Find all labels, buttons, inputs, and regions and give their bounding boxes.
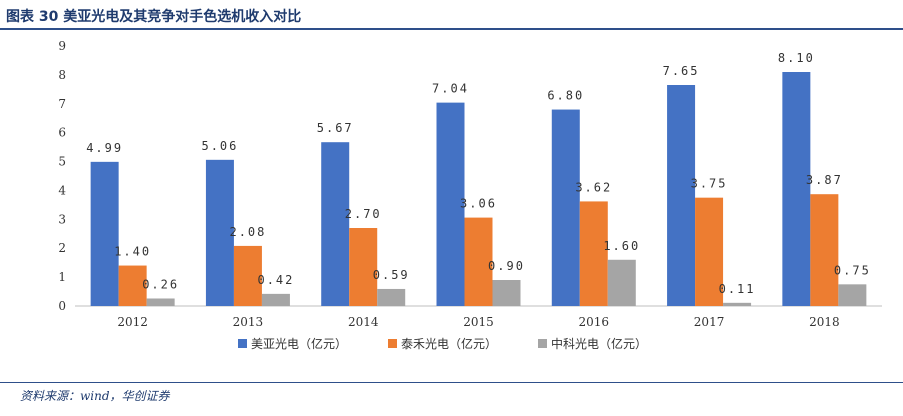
- x-tick-label: 2016: [579, 315, 610, 329]
- data-label: 7.04: [432, 82, 469, 96]
- bar: [579, 201, 608, 306]
- data-label: 0.11: [719, 282, 756, 296]
- source-note: 资料来源：wind，华创证券: [20, 389, 170, 403]
- data-label: 1.60: [603, 239, 640, 253]
- data-label: 6.80: [547, 89, 584, 103]
- bar: [782, 72, 811, 306]
- data-label-group: 4.99 1.40 0.26 5.06 2.08 0.42 5.67 2.70 0.59 7.04…: [86, 51, 871, 296]
- bar: [810, 194, 839, 306]
- data-label: 5.06: [201, 139, 238, 153]
- bar: [118, 265, 147, 306]
- data-label: 3.06: [460, 197, 497, 211]
- bar: [551, 109, 580, 306]
- x-tick-label: 2012: [117, 315, 148, 329]
- y-tick-label: 3: [58, 212, 66, 226]
- x-axis: 2012 2013 2014 2015 2016 2017 2018: [117, 315, 839, 329]
- x-tick-label: 2014: [348, 315, 379, 329]
- bar: [205, 159, 234, 306]
- footer-divider: [0, 382, 903, 383]
- data-label: 2.70: [345, 207, 382, 221]
- bar: [377, 288, 406, 306]
- bar: [723, 302, 752, 306]
- y-tick-label: 0: [58, 299, 66, 313]
- y-tick-label: 6: [58, 126, 66, 140]
- legend-label: 美亚光电（亿元）: [251, 336, 347, 351]
- data-label: 5.67: [317, 121, 354, 135]
- data-label: 4.99: [86, 141, 123, 155]
- bar: [607, 259, 636, 306]
- data-label: 0.90: [488, 259, 525, 273]
- data-label: 8.10: [778, 51, 815, 65]
- legend-swatch: [388, 339, 397, 348]
- y-tick-label: 1: [58, 270, 66, 284]
- y-tick-label: 7: [58, 97, 66, 111]
- bar: [146, 298, 175, 306]
- legend: 美亚光电（亿元） 泰禾光电（亿元） 中科光电（亿元）: [238, 336, 647, 351]
- chart-title: 图表 30 美亚光电及其竞争对手色选机收入对比: [6, 9, 302, 25]
- y-tick-label: 9: [58, 39, 66, 53]
- bar: [667, 85, 696, 306]
- legend-swatch: [238, 339, 247, 348]
- bar-series-group: [90, 72, 867, 306]
- y-tick-label: 5: [58, 155, 66, 169]
- legend-swatch: [538, 339, 547, 348]
- data-label: 3.62: [575, 180, 612, 194]
- bar: [321, 142, 350, 306]
- y-tick-label: 2: [58, 241, 66, 255]
- data-label: 3.75: [691, 177, 728, 191]
- bar: [233, 245, 262, 306]
- bar: [261, 293, 290, 306]
- x-tick-label: 2017: [694, 315, 725, 329]
- bar: [838, 284, 867, 306]
- bar: [695, 197, 724, 306]
- data-label: 0.42: [257, 273, 294, 287]
- bar: [436, 102, 465, 306]
- x-tick-label: 2018: [809, 315, 840, 329]
- legend-label: 泰禾光电（亿元）: [401, 336, 497, 351]
- bar: [464, 217, 493, 306]
- y-tick-label: 8: [58, 68, 66, 82]
- y-axis: 0 1 2 3 4 5 6 7 8 9: [58, 39, 66, 313]
- data-label: 0.75: [834, 263, 871, 277]
- bar: [492, 280, 521, 306]
- bar: [90, 161, 119, 306]
- data-label: 3.87: [806, 173, 843, 187]
- bar: [349, 228, 378, 306]
- y-tick-label: 4: [58, 183, 66, 197]
- x-tick-label: 2013: [233, 315, 264, 329]
- x-tick-label: 2015: [463, 315, 494, 329]
- data-label: 2.08: [229, 225, 266, 239]
- title-divider: [0, 28, 903, 30]
- data-label: 1.40: [114, 245, 151, 259]
- data-label: 0.26: [142, 277, 179, 291]
- data-label: 7.65: [663, 64, 700, 78]
- legend-label: 中科光电（亿元）: [551, 336, 647, 351]
- data-label: 0.59: [373, 268, 410, 282]
